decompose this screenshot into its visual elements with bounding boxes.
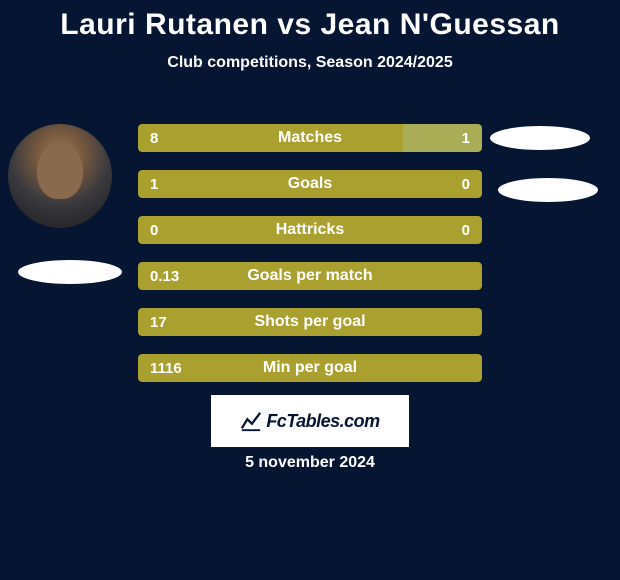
stat-value-left: 8 bbox=[150, 124, 158, 152]
stat-row: Matches81 bbox=[138, 124, 482, 152]
stat-value-right: 1 bbox=[462, 124, 470, 152]
bar-left-fill bbox=[138, 124, 403, 152]
stat-value-right: 0 bbox=[462, 216, 470, 244]
bar-full bbox=[138, 308, 482, 336]
subtitle: Club competitions, Season 2024/2025 bbox=[0, 54, 620, 72]
date-line: 5 november 2024 bbox=[0, 454, 620, 472]
branding-text: FcTables.com bbox=[266, 411, 379, 432]
player2-shadow-2 bbox=[498, 178, 598, 202]
player1-avatar bbox=[8, 124, 112, 228]
stat-value-left: 0 bbox=[150, 216, 158, 244]
bar-right-fill bbox=[403, 124, 482, 152]
stat-row: Min per goal1116 bbox=[138, 354, 482, 382]
bar-full bbox=[138, 354, 482, 382]
bar-full bbox=[138, 216, 482, 244]
branding-icon bbox=[240, 410, 262, 432]
page-title: Lauri Rutanen vs Jean N'Guessan bbox=[0, 0, 620, 42]
stat-row: Goals per match0.13 bbox=[138, 262, 482, 290]
stat-value-left: 1 bbox=[150, 170, 158, 198]
bar-full bbox=[138, 170, 482, 198]
branding-box: FcTables.com bbox=[210, 394, 410, 448]
stat-value-right: 0 bbox=[462, 170, 470, 198]
stat-row: Hattricks00 bbox=[138, 216, 482, 244]
stat-value-left: 0.13 bbox=[150, 262, 179, 290]
stat-row: Shots per goal17 bbox=[138, 308, 482, 336]
stat-value-left: 17 bbox=[150, 308, 167, 336]
stat-value-left: 1116 bbox=[150, 354, 182, 382]
player2-shadow-1 bbox=[490, 126, 590, 150]
bar-full bbox=[138, 262, 482, 290]
stats-bars: Matches81Goals10Hattricks00Goals per mat… bbox=[138, 124, 482, 400]
player1-shadow bbox=[18, 260, 122, 284]
stat-row: Goals10 bbox=[138, 170, 482, 198]
